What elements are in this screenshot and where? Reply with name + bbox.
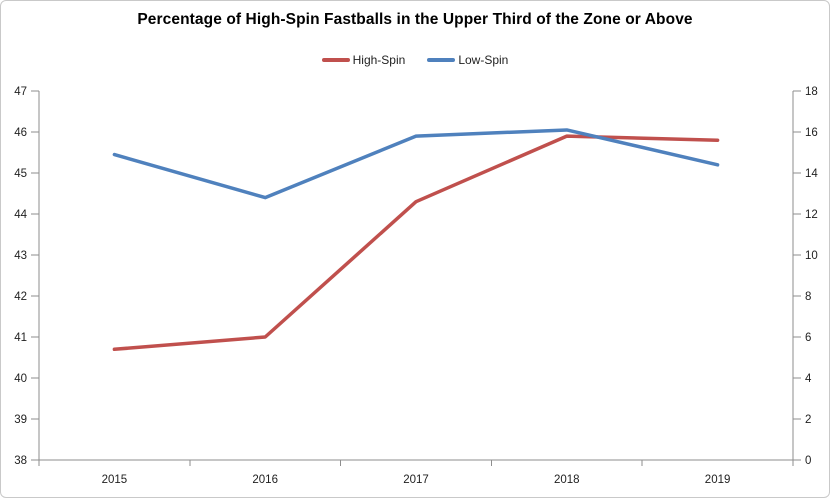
right-axis-tick-label: 14 (805, 168, 818, 180)
left-axis-tick-label: 39 (14, 414, 27, 426)
right-axis-tick-label: 18 (805, 86, 818, 98)
right-axis-tick-label: 12 (805, 209, 818, 221)
chart-title: Percentage of High-Spin Fastballs in the… (137, 11, 693, 28)
left-axis-tick-label: 47 (14, 86, 27, 98)
low-spin-line-swatch (427, 58, 456, 62)
left-axis-tick-label: 38 (14, 455, 27, 467)
left-axis-tick-label: 45 (14, 168, 27, 180)
right-axis-tick-label: 2 (805, 414, 811, 426)
high-spin-line-swatch (321, 58, 350, 62)
x-axis-category-label: 2019 (705, 474, 731, 486)
x-axis-category-label: 2015 (102, 474, 128, 486)
legend-label-high-spin: High-Spin (352, 53, 406, 67)
left-axis-tick-label: 42 (14, 291, 27, 303)
left-axis-tick-label: 40 (14, 373, 27, 385)
series-line-high-spin (112, 134, 720, 352)
series-line-low-spin (112, 128, 720, 200)
right-axis-tick-label: 0 (805, 455, 811, 467)
right-axis-tick-label: 4 (805, 373, 812, 385)
legend-label-low-spin: Low-Spin (458, 53, 509, 67)
left-axis-tick-label: 44 (14, 209, 27, 221)
legend-item-low-spin: Low-Spin (427, 53, 508, 67)
x-axis-category-label: 2017 (403, 474, 429, 486)
legend-item-high-spin: High-Spin (321, 53, 406, 67)
right-axis-tick-label: 8 (805, 291, 811, 303)
left-axis-tick-label: 46 (14, 127, 27, 139)
x-axis-category-label: 2016 (252, 474, 278, 486)
left-axis-tick-label: 43 (14, 250, 27, 262)
left-axis-tick-label: 41 (14, 332, 27, 344)
right-axis-tick-label: 16 (805, 127, 818, 139)
right-axis-tick-label: 6 (805, 332, 811, 344)
chart-legend: High-Spin Low-Spin (1, 53, 829, 67)
right-axis-tick-label: 10 (805, 250, 818, 262)
x-axis-category-label: 2018 (554, 474, 580, 486)
